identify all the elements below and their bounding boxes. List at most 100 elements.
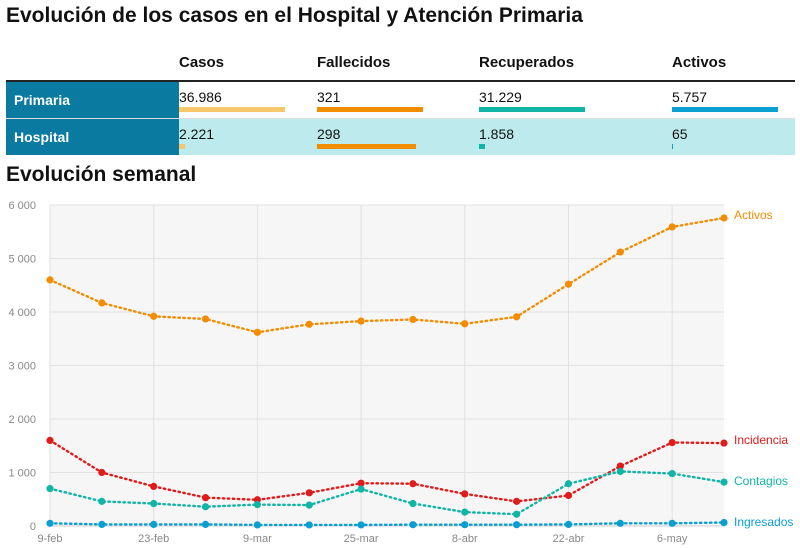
data-point-incidencia	[720, 439, 728, 447]
column-header-activos: Activos	[672, 44, 795, 82]
data-point-ingresados	[616, 519, 624, 527]
value-primaria-activos: 5.757	[672, 89, 708, 105]
data-point-ingresados	[668, 519, 676, 527]
data-point-activos	[150, 312, 158, 320]
value-primaria-recuperados: 31.229	[479, 89, 522, 105]
data-point-ingresados	[720, 518, 728, 527]
data-point-activos	[564, 280, 573, 288]
y-tick-label: 3 000	[8, 361, 36, 373]
data-point-incidencia	[201, 494, 210, 502]
column-header-recuperados: Recuperados	[479, 44, 672, 82]
data-point-activos	[357, 317, 365, 325]
chart-subtitle: Evolución semanal	[6, 163, 197, 186]
value-hospital-fallecidos: 298	[317, 126, 341, 142]
table-row-primaria: Primaria 36.986 321 31.229 5.757	[6, 81, 795, 119]
y-tick-label: 6 000	[8, 200, 36, 212]
data-point-contagios	[98, 497, 106, 505]
x-tick-label: 22-abr	[553, 533, 585, 545]
bar-primaria-fallecidos	[317, 107, 423, 112]
bar-hospital-activos	[672, 144, 673, 149]
column-header-casos: Casos	[179, 44, 317, 82]
data-point-contagios	[668, 469, 676, 478]
data-point-contagios	[513, 510, 521, 518]
cell-primaria-recuperados: 31.229	[479, 81, 672, 119]
data-point-activos	[46, 276, 54, 284]
data-point-contagios	[253, 501, 261, 509]
data-point-activos	[305, 320, 313, 328]
x-tick-label: 6-may	[657, 533, 688, 545]
cell-hospital-activos: 65	[672, 118, 795, 155]
data-point-ingresados	[461, 521, 469, 529]
cell-primaria-casos: 36.986	[179, 81, 317, 119]
series-line-incidencia	[48, 439, 726, 503]
bar-primaria-activos	[672, 107, 778, 112]
value-primaria-casos: 36.986	[179, 89, 222, 105]
x-tick-label: 25-mar	[344, 533, 379, 545]
data-point-activos	[720, 214, 728, 222]
table-row-hospital: Hospital 2.221 298 1.858 65	[6, 118, 795, 155]
data-point-ingresados	[46, 519, 54, 527]
series-label-contagios: Contagios	[734, 474, 788, 488]
data-point-incidencia	[564, 491, 573, 500]
cell-primaria-activos: 5.757	[672, 81, 795, 119]
data-point-ingresados	[357, 521, 365, 529]
bar-hospital-fallecidos	[317, 144, 416, 149]
series-label-incidencia: Incidencia	[734, 433, 788, 447]
data-point-ingresados	[305, 521, 313, 529]
data-point-activos	[98, 299, 106, 307]
data-point-contagios	[461, 508, 469, 516]
value-primaria-fallecidos: 321	[317, 89, 341, 105]
data-point-contagios	[305, 501, 313, 509]
series-label-ingresados: Ingresados	[734, 515, 793, 529]
summary-corner	[6, 44, 179, 82]
data-point-incidencia	[357, 479, 365, 487]
data-point-contagios	[357, 485, 365, 493]
data-point-ingresados	[564, 520, 573, 528]
data-point-activos	[253, 328, 261, 336]
x-tick-label: 9-feb	[37, 533, 62, 545]
cell-hospital-casos: 2.221	[179, 118, 317, 155]
x-tick-label: 8-abr	[452, 533, 478, 545]
page-title: Evolución de los casos en el Hospital y …	[6, 4, 583, 27]
cell-hospital-fallecidos: 298	[317, 118, 479, 155]
data-point-activos	[616, 248, 624, 256]
bar-primaria-casos	[179, 107, 285, 112]
y-tick-label: 1 000	[8, 468, 36, 480]
column-header-fallecidos: Fallecidos	[317, 44, 479, 82]
bar-primaria-recuperados	[479, 107, 585, 112]
series-line-ingresados	[48, 521, 726, 527]
data-point-incidencia	[46, 436, 54, 444]
data-point-incidencia	[616, 462, 624, 470]
bar-hospital-recuperados	[479, 144, 485, 149]
y-tick-label: 4 000	[8, 307, 36, 319]
data-point-activos	[201, 315, 210, 323]
data-point-contagios	[46, 484, 54, 493]
data-point-incidencia	[513, 497, 521, 505]
x-tick-label: 23-feb	[138, 533, 169, 545]
data-point-incidencia	[305, 489, 313, 497]
series-line-contagios	[48, 470, 726, 516]
data-point-ingresados	[150, 520, 158, 528]
data-point-activos	[513, 313, 521, 321]
row-label-hospital: Hospital	[6, 118, 179, 155]
y-tick-label: 2 000	[8, 414, 36, 426]
data-point-contagios	[720, 478, 728, 486]
x-tick-label: 9-mar	[243, 533, 272, 545]
data-point-contagios	[409, 499, 417, 508]
data-point-ingresados	[253, 521, 261, 529]
data-point-incidencia	[150, 482, 158, 491]
data-point-incidencia	[98, 468, 106, 477]
value-hospital-casos: 2.221	[179, 126, 215, 142]
data-point-contagios	[616, 467, 624, 476]
data-point-contagios	[564, 480, 573, 488]
cell-hospital-recuperados: 1.858	[479, 118, 672, 155]
row-label-primaria: Primaria	[6, 81, 179, 119]
summary-header-row: Casos Fallecidos Recuperados Activos	[6, 44, 795, 82]
series-line-activos	[48, 216, 726, 334]
y-tick-label: 5 000	[8, 254, 36, 266]
data-point-contagios	[201, 503, 210, 511]
data-point-ingresados	[409, 521, 417, 529]
data-point-activos	[461, 320, 469, 328]
line-chart: 0 1 000 2 000 3 000 4 000 5 000 6 000 9-feb 23-f…	[8, 200, 793, 545]
value-hospital-activos: 65	[672, 126, 688, 142]
